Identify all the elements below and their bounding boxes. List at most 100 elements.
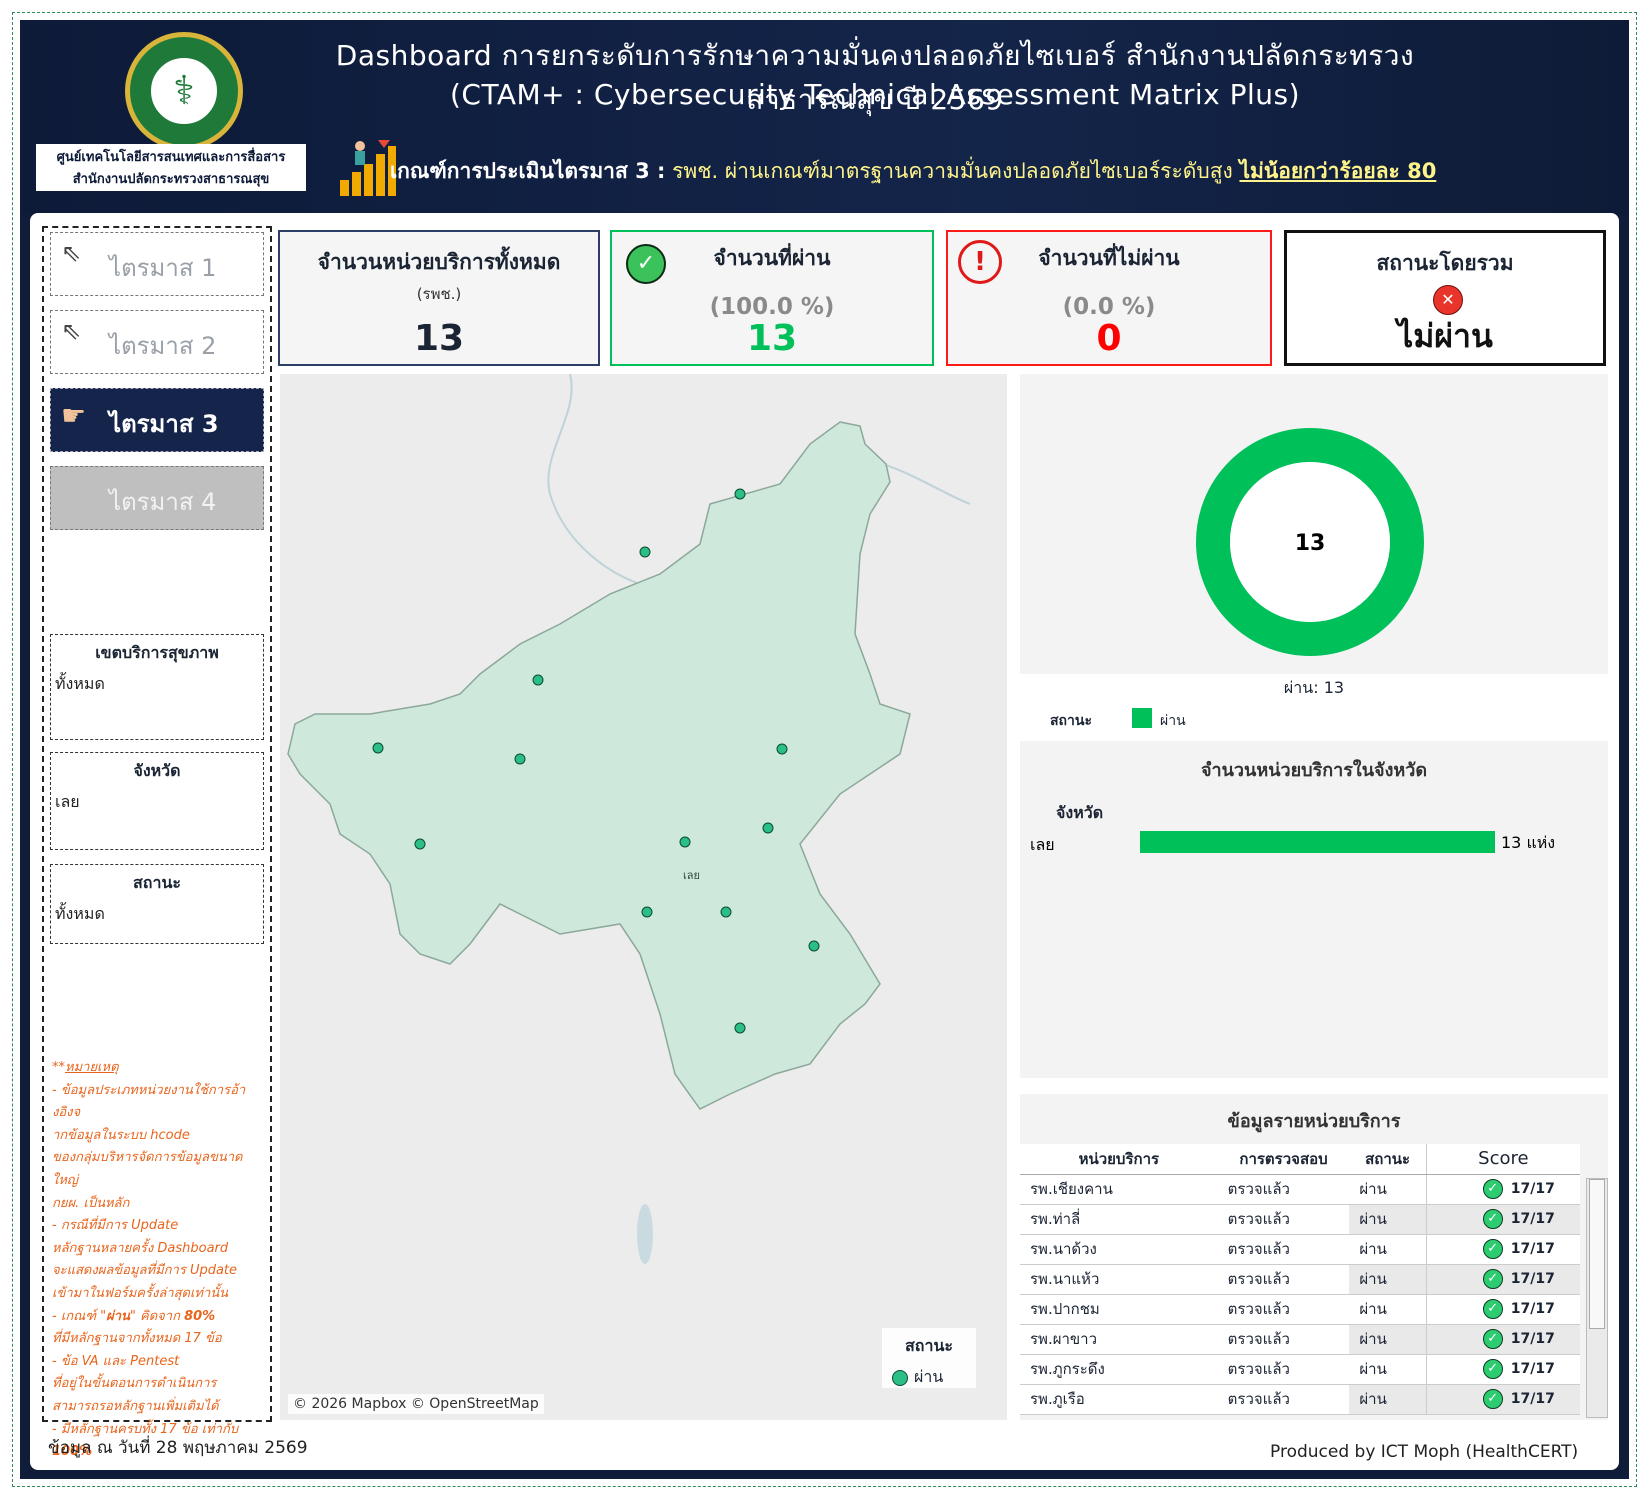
col-header-unit[interactable]: หน่วยบริการ [1020, 1144, 1218, 1175]
check-circle-icon: ✓ [1482, 1179, 1503, 1199]
status-filter[interactable]: สถานะ ทั้งหมด [50, 864, 264, 944]
table-row[interactable]: รพ.ภูเรือ ตรวจแล้ว ผ่าน ✓ 17/17 [1020, 1384, 1580, 1415]
criteria-text: รพช. ผ่านเกณฑ์มาตรฐานความมั่นคงปลอดภัยไซ… [672, 159, 1233, 183]
hospital-marker[interactable] [762, 822, 774, 834]
quarter-2-label: ไตรมาส 2 [109, 332, 217, 360]
donut-hole [1230, 462, 1390, 622]
bar-chart: เลย 13 แห่ง [1030, 831, 1555, 854]
hospital-marker[interactable] [532, 674, 544, 686]
status-cell: ผ่าน [1349, 1234, 1427, 1265]
col-header-check[interactable]: การตรวจสอบ [1217, 1144, 1350, 1175]
outer-frame [12, 12, 1637, 1487]
province-filter-value: เลย [55, 792, 80, 811]
health-region-filter-title: เขตบริการสุขภาพ [95, 643, 219, 662]
check-cell: ตรวจแล้ว [1217, 1234, 1350, 1265]
hospital-marker[interactable] [734, 488, 746, 500]
table-row[interactable]: รพ.นาแห้ว ตรวจแล้ว ผ่าน ✓ 17/17 [1020, 1264, 1580, 1295]
overall-status-value: ไม่ผ่าน [1397, 317, 1493, 355]
quarter-4-button[interactable]: ไตรมาส 4 [50, 466, 264, 530]
health-region-filter[interactable]: เขตบริการสุขภาพ ทั้งหมด [50, 634, 264, 740]
hospital-marker[interactable] [639, 546, 651, 558]
pointing-hand-icon: ☛ [61, 399, 87, 432]
unit-name-cell: รพ.นาแห้ว [1020, 1264, 1218, 1295]
page-title: Dashboard การยกระดับการรักษาความมั่นคงปล… [335, 39, 1415, 116]
org-name-line1: ศูนย์เทคโนโลยีสารสนเทศและการสื่อสาร [36, 144, 306, 169]
donut-data-label: ผ่าน: 13 [1283, 678, 1345, 697]
table-scrollbar[interactable] [1586, 1178, 1608, 1418]
status-cell: ผ่าน [1349, 1204, 1427, 1235]
donut-legend-swatch [1132, 708, 1152, 728]
donut-legend-title: สถานะ [1050, 713, 1092, 729]
note-line: ของกลุ่มบริหารจัดการข้อมูลขนาดใหญ่ [52, 1150, 243, 1188]
check-circle-icon: ✓ [1482, 1299, 1503, 1319]
table-row[interactable]: รพ.ท่าลี่ ตรวจแล้ว ผ่าน ✓ 17/17 [1020, 1204, 1580, 1235]
hospital-marker[interactable] [720, 906, 732, 918]
total-units-subtitle: (รพช.) [416, 285, 462, 303]
bar-category-label: เลย [1030, 835, 1055, 854]
note-line: - มีหลักฐานครบทั้ง 17 ข้อ เท่ากับ [52, 1421, 239, 1437]
hospital-marker[interactable] [679, 836, 691, 848]
donut-slice-0[interactable] [1196, 428, 1424, 656]
col-header-score[interactable]: Score [1425, 1144, 1580, 1175]
hospital-marker[interactable] [641, 906, 653, 918]
score-cell: ✓ 17/17 [1425, 1264, 1580, 1295]
table-row[interactable]: รพ.นาด้วง ตรวจแล้ว ผ่าน ✓ 17/17 [1020, 1234, 1580, 1265]
status-donut-panel: 13 ผ่าน: 13 สถานะ ผ่าน [1020, 374, 1608, 731]
hospital-marker[interactable] [372, 742, 384, 754]
table-row[interactable]: รพ.เชียงคาน ตรวจแล้ว ผ่าน ✓ 17/17 [1020, 1174, 1580, 1205]
note-line: - ข้อ VA และ Pentest [52, 1353, 180, 1369]
unit-table: หน่วยบริการ การตรวจสอบ สถานะ Score รพ.เช… [1020, 1144, 1580, 1415]
note-line: จะแสดงผลข้อมูลที่มีการ Update [52, 1263, 238, 1279]
check-cell: ตรวจแล้ว [1217, 1354, 1350, 1385]
org-name-line2: สำนักงานปลัดกระทรวงสาธารณสุข [36, 166, 306, 191]
scrollbar-thumb[interactable] [1589, 1179, 1605, 1329]
hospital-marker[interactable] [514, 753, 526, 765]
unit-name-cell: รพ.นาด้วง [1020, 1234, 1218, 1265]
overall-status-card: สถานะโดยรวม ✕ ไม่ผ่าน [1284, 230, 1606, 366]
pointer-cursor-icon: ⇖ [61, 239, 82, 267]
quarter-2-button[interactable]: ⇖ ไตรมาส 2 [50, 310, 264, 374]
score-cell: ✓ 17/17 [1425, 1174, 1580, 1205]
caduceus-icon: ⚕ [173, 68, 195, 114]
status-cell: ผ่าน [1349, 1174, 1427, 1205]
x-circle-icon: ✕ [1433, 285, 1463, 315]
quarter-1-button[interactable]: ⇖ ไตรมาส 1 [50, 232, 264, 296]
note-line: 100% [52, 1444, 93, 1460]
bar[interactable] [1140, 831, 1495, 853]
check-cell: ตรวจแล้ว [1217, 1324, 1350, 1355]
hospital-marker[interactable] [776, 743, 788, 755]
province-bar-panel: จำนวนหน่วยบริการในจังหวัด จังหวัด เลย 13 … [1020, 741, 1608, 1078]
table-row[interactable]: รพ.ภูกระดึง ตรวจแล้ว ผ่าน ✓ 17/17 [1020, 1354, 1580, 1385]
hospital-marker[interactable] [808, 940, 820, 952]
donut-legend-item[interactable]: ผ่าน [1160, 713, 1186, 729]
pass-card: ✓ จำนวนที่ผ่าน (100.0 %) 13 [610, 230, 934, 366]
hospital-marker[interactable] [734, 1022, 746, 1034]
status-cell: ผ่าน [1349, 1324, 1427, 1355]
unit-table-title: ข้อมูลรายหน่วยบริการ [1227, 1111, 1401, 1132]
province-map[interactable]: เลย สถานะ ผ่าน © 2026 Mapbox © OpenStree… [280, 374, 1007, 1420]
map-legend-title: สถานะ [905, 1336, 953, 1355]
quarter-3-button[interactable]: ☛ ไตรมาส 3 [50, 388, 264, 452]
map-attribution[interactable]: © 2026 Mapbox © OpenStreetMap [288, 1394, 544, 1414]
sidebar [42, 226, 272, 1422]
quarter-1-label: ไตรมาส 1 [109, 254, 217, 282]
unit-name-cell: รพ.เชียงคาน [1020, 1174, 1218, 1205]
score-cell: ✓ 17/17 [1425, 1294, 1580, 1325]
check-circle-icon: ✓ [626, 244, 666, 284]
produced-by: Produced by ICT Moph (HealthCERT) [1270, 1442, 1579, 1462]
pointer-cursor-icon: ⇖ [61, 317, 82, 345]
exclamation-circle-icon: ! [958, 240, 1002, 284]
total-units-title: จำนวนหน่วยบริการทั้งหมด [317, 250, 561, 274]
score-cell: ✓ 17/17 [1425, 1204, 1580, 1235]
data-date: ข้อมูล ณ วันที่ 28 พฤษภาคม 2569 [48, 1438, 308, 1458]
table-row[interactable]: รพ.ผาขาว ตรวจแล้ว ผ่าน ✓ 17/17 [1020, 1324, 1580, 1355]
notes-heading: หมายเหตุ [65, 1060, 119, 1075]
check-circle-icon: ✓ [1482, 1329, 1503, 1349]
table-row[interactable]: รพ.ปากชม ตรวจแล้ว ผ่าน ✓ 17/17 [1020, 1294, 1580, 1325]
pass-percent: (100.0 %) [709, 294, 835, 320]
hospital-marker[interactable] [414, 838, 426, 850]
check-circle-icon: ✓ [1482, 1359, 1503, 1379]
province-filter[interactable]: จังหวัด เลย [50, 752, 264, 850]
note-line: หลักฐานหลายครั้ง Dashboard [52, 1240, 229, 1256]
col-header-status[interactable]: สถานะ [1349, 1144, 1427, 1175]
